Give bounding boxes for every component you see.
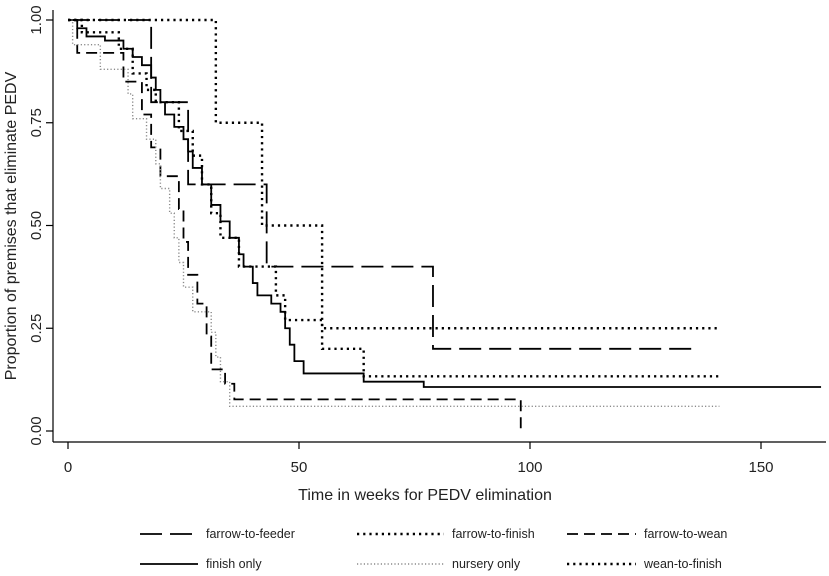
y-tick-label: 1.00 [28, 5, 45, 34]
legend: farrow-to-feeder farrow-to-finish farrow-t… [140, 527, 727, 571]
x-tick-label: 0 [64, 459, 72, 476]
legend-label: wean-to-finish [643, 557, 722, 571]
legend-label: farrow-to-finish [452, 527, 535, 541]
x-tick-label: 150 [748, 459, 773, 476]
legend-label: nursery only [452, 557, 521, 571]
ticks: 0 50 100 150 0.00 0.25 0.50 0.75 1.00 [28, 5, 774, 476]
series-line-farrow-to-wean [68, 19, 522, 431]
y-tick-label: 0.75 [28, 108, 45, 137]
x-tick-label: 50 [291, 459, 308, 476]
y-axis-title: Proportion of premises that eliminate PE… [3, 71, 20, 380]
legend-label: finish only [206, 557, 262, 571]
series-lines [68, 18, 822, 431]
series-line-farrow-to-feeder [68, 19, 692, 350]
legend-label: farrow-to-wean [644, 527, 727, 541]
y-tick-label: 0.25 [28, 314, 45, 343]
series-line-farrow-to-finish [68, 18, 720, 378]
y-tick-label: 0.50 [28, 211, 45, 240]
legend-label: farrow-to-feeder [206, 527, 295, 541]
x-tick-label: 100 [517, 459, 542, 476]
y-tick-label: 0.00 [28, 416, 45, 445]
series-line-wean-to-finish [68, 18, 720, 330]
series-line-finish-only [68, 19, 822, 388]
x-axis-title: Time in weeks for PEDV elimination [298, 487, 552, 504]
